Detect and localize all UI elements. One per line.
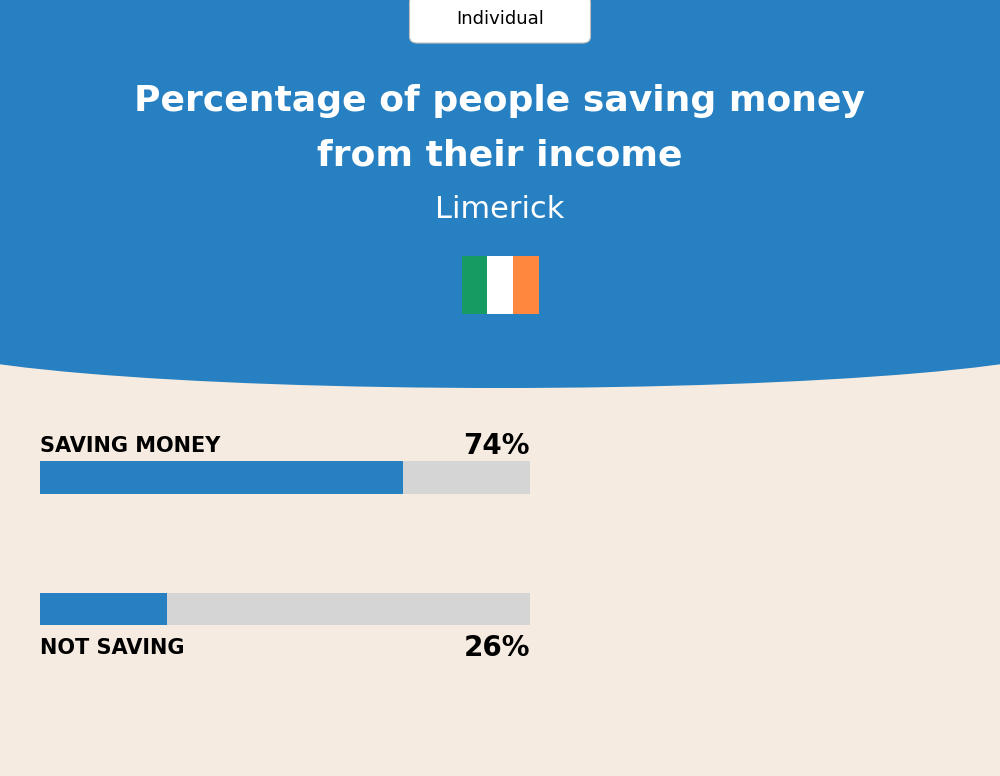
Text: Limerick: Limerick — [435, 195, 565, 224]
Bar — [40, 461, 403, 494]
Text: from their income: from their income — [317, 138, 683, 172]
FancyBboxPatch shape — [410, 0, 590, 43]
Text: 26%: 26% — [464, 634, 530, 662]
Bar — [487, 256, 513, 314]
Bar — [40, 593, 167, 625]
Bar — [40, 461, 530, 494]
Text: 74%: 74% — [464, 432, 530, 460]
Bar — [40, 593, 530, 625]
Bar — [513, 256, 538, 314]
Text: SAVING MONEY: SAVING MONEY — [40, 436, 220, 456]
Bar — [462, 256, 487, 314]
Text: Individual: Individual — [456, 10, 544, 29]
Ellipse shape — [0, 287, 1000, 388]
FancyBboxPatch shape — [0, 0, 1000, 338]
Text: Percentage of people saving money: Percentage of people saving money — [134, 84, 866, 118]
Text: NOT SAVING: NOT SAVING — [40, 638, 184, 658]
